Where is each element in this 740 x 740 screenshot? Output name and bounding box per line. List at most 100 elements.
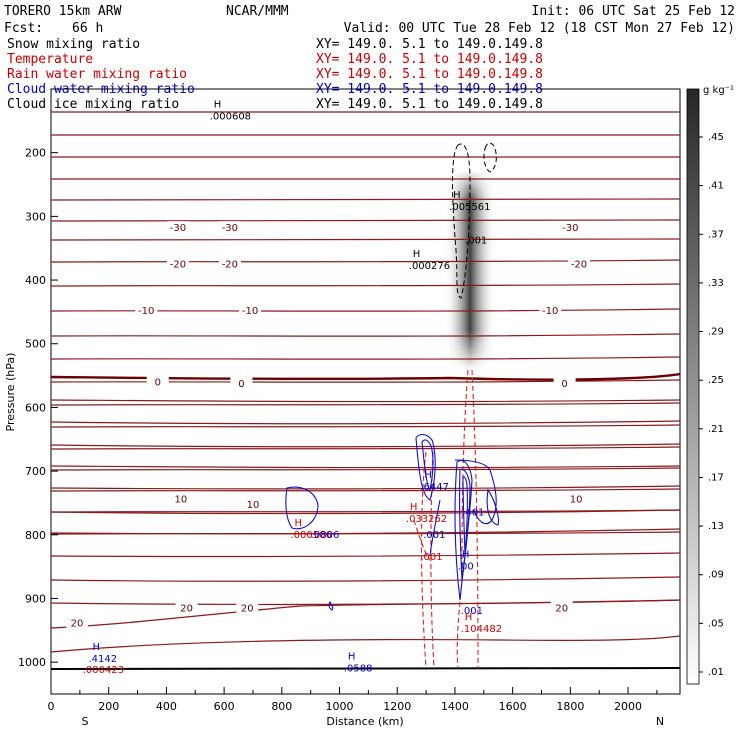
extremum-value: .000276 [409, 261, 450, 272]
x-axis: 0 200 400 600 800 1000 1200 1400 1600 1800 2000 [48, 687, 658, 713]
y-tick-label: 600 [25, 401, 46, 414]
isotherm-line [51, 178, 680, 180]
isotherm-line [51, 485, 680, 490]
isotherm-line [51, 599, 680, 629]
y-tick-label: 400 [25, 274, 46, 287]
y-tick-label: 500 [25, 338, 46, 351]
isotherm-line [51, 635, 680, 653]
isotherm-line [51, 467, 680, 471]
extremum-value: .033262 [406, 514, 447, 525]
temperature-label-bg [166, 221, 189, 233]
temperature-label-bg [553, 377, 576, 389]
fcst-label: Fcst: [4, 21, 43, 36]
colorbar-ramp [686, 88, 700, 685]
extremum-value: .4142 [89, 654, 118, 665]
isotherm-line [51, 420, 680, 425]
x-tick-label: 1600 [499, 700, 527, 713]
colorbar-tick-label: .37 [708, 229, 724, 240]
y-axis: 200 300 400 500 600 700 800 900 1000 [18, 147, 58, 669]
extremum-mark: H [462, 550, 470, 561]
extremum-value: .6447 [420, 482, 449, 493]
colorbar-unit: g kg⁻¹ [703, 85, 734, 96]
isotherm-line [51, 465, 680, 469]
temperature-label-bg [565, 492, 588, 504]
extremum-mark: H [410, 502, 418, 513]
left-endpoint-label: S [82, 715, 89, 728]
model-title: TORERO 15km ARW [4, 4, 122, 19]
colorbar-tick-label: .09 [708, 570, 724, 581]
isotherm-line [51, 509, 680, 513]
extrema-labels: H.000608H.005561.001H.000276H.6447H.0332… [83, 99, 502, 675]
x-tick-label: 0 [48, 700, 55, 713]
y-axis-label: Pressure (hPa) [4, 353, 17, 432]
y-tick-label: 800 [25, 529, 46, 542]
colorbar-ticks: .01 .05 .09 .13 .17 .21 .25 .29 .33 .37 .41 .45 [699, 132, 724, 678]
temperature-label: 0 [238, 379, 244, 390]
temperature-label-bg [550, 601, 573, 613]
y-tick-label: 1000 [18, 656, 46, 669]
extremum-value: .0806 [311, 530, 340, 541]
extremum-mark: H [294, 518, 302, 529]
isotherm-line [51, 238, 680, 241]
colorbar-tick-label: .01 [708, 667, 724, 678]
header: TORERO 15km ARW NCAR/MMM Init: 06 UTC Sa… [4, 4, 735, 36]
temperature-label-bg [230, 377, 253, 389]
extremum-value: .000506 [290, 530, 331, 541]
field-xy: XY= 149.0. 5.1 to 149.0.149.8 [316, 37, 543, 52]
extremum-value: .000423 [83, 665, 124, 676]
temperature-isotherms [51, 111, 680, 653]
isotherm-line [51, 308, 680, 312]
x-axis-label: Distance (km) [326, 715, 403, 728]
temperature-label-bg [135, 303, 158, 315]
init-time: Init: 06 UTC Sat 25 Feb 12 [532, 4, 736, 19]
x-tick-label: 400 [156, 700, 177, 713]
isotherm-line [51, 488, 680, 492]
isotherm-line [51, 259, 680, 263]
temperature-label: 20 [555, 603, 568, 614]
temperature-label: -20 [170, 259, 186, 270]
x-tick-label: 2000 [614, 700, 642, 713]
extremum-value: .001 [423, 530, 445, 541]
isotherm-line [51, 446, 680, 450]
temperature-label: -10 [138, 306, 154, 317]
temperature-label-bg [539, 303, 562, 315]
field-xy: XY= 149.0. 5.1 to 149.0.149.8 [316, 97, 543, 112]
field-xy: XY= 149.0. 5.1 to 149.0.149.8 [316, 52, 543, 67]
temperature-label: 10 [174, 494, 187, 505]
y-tick-label: 200 [25, 147, 46, 160]
colorbar-tick-label: .13 [708, 521, 724, 532]
temperature-label-bg [65, 616, 88, 628]
extremum-mark: H [424, 470, 432, 481]
extremum-value: .001 [465, 236, 487, 247]
temperature-label-bg [239, 303, 262, 315]
extremum-value: .005561 [449, 202, 490, 213]
isotherm-line [51, 528, 680, 535]
extremum-value: .00 [458, 562, 474, 573]
colorbar-tick-label: .41 [708, 181, 724, 192]
temperature-label: 0 [561, 379, 567, 390]
y-tick-label: 300 [25, 210, 46, 223]
fcst-value: 66 h [72, 21, 103, 36]
x-tick-label: 800 [271, 700, 292, 713]
colorbar-tick-label: .29 [708, 327, 724, 338]
extremum-mark: H [465, 612, 473, 623]
temperature-label-bg [559, 221, 582, 233]
isotherm-line [51, 552, 680, 558]
temperature-label: -10 [242, 306, 258, 317]
isotherm-line [51, 111, 680, 113]
isotherm-line [51, 356, 680, 360]
cloud-water-contours [285, 433, 499, 611]
extremum-mark: H [348, 652, 356, 663]
extremum-value: .001 [420, 552, 442, 563]
isotherm-line [51, 219, 680, 222]
extremum-mark: H [214, 99, 222, 110]
right-endpoint-label: N [656, 715, 664, 728]
isotherm-line [51, 399, 680, 403]
temperature-label-bg [236, 601, 259, 613]
field-name: Cloud ice mixing ratio [7, 97, 179, 112]
temperature-label: -20 [571, 259, 587, 270]
temperature-label-bg [146, 375, 169, 387]
isotherm-line [51, 424, 680, 428]
extremum-value: .0588 [344, 664, 373, 675]
